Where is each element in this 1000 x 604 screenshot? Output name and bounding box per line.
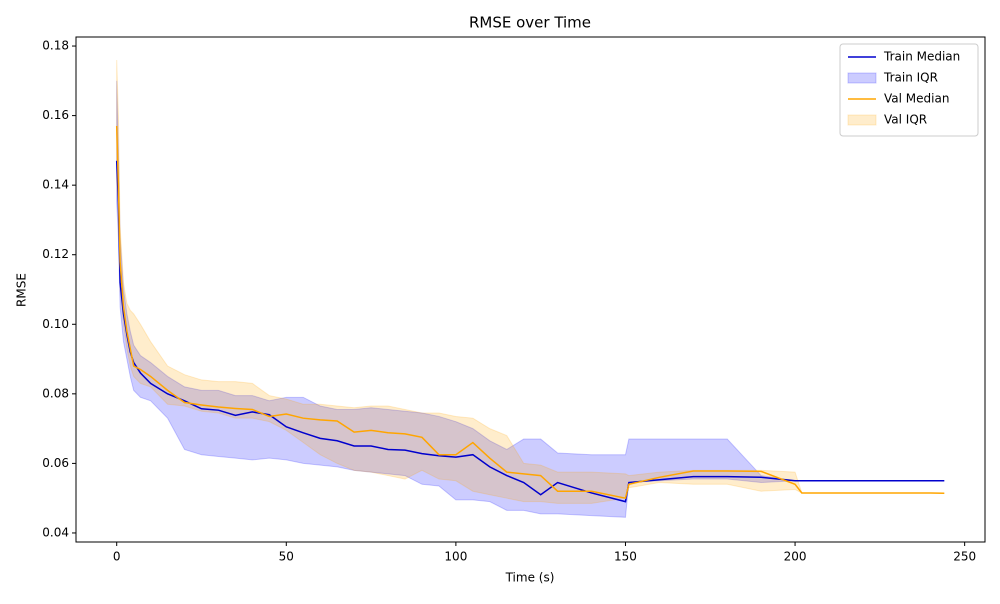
y-tick-label: 0.10 xyxy=(42,317,69,331)
legend-label: Val Median xyxy=(884,92,949,106)
x-tick-label: 0 xyxy=(113,550,121,564)
x-tick-label: 50 xyxy=(279,550,294,564)
x-tick-label: 200 xyxy=(784,550,807,564)
legend-swatch xyxy=(847,114,877,126)
y-tick-label: 0.14 xyxy=(42,178,69,192)
median-line xyxy=(115,126,945,500)
iqr-band xyxy=(116,80,945,518)
legend-label: Val IQR xyxy=(884,113,927,127)
x-tick-label: 250 xyxy=(953,550,976,564)
y-tick-label: 0.16 xyxy=(42,108,69,122)
legend-label: Train IQR xyxy=(883,71,938,85)
y-tick-label: 0.18 xyxy=(42,39,69,53)
plot-frame xyxy=(75,36,986,543)
legend-swatch xyxy=(847,72,877,84)
x-axis-label: Time (s) xyxy=(505,571,555,585)
x-tick-label: 150 xyxy=(614,550,637,564)
x-tick-label: 100 xyxy=(444,550,467,564)
y-axis-label: RMSE xyxy=(15,273,29,307)
chart-title: RMSE over Time xyxy=(469,14,591,32)
legend-box xyxy=(839,43,979,137)
y-tick-label: 0.04 xyxy=(42,525,69,539)
y-tick-label: 0.12 xyxy=(42,247,69,261)
y-tick-label: 0.08 xyxy=(42,386,69,400)
y-tick-label: 0.06 xyxy=(42,456,69,470)
legend-label: Train Median xyxy=(883,50,960,64)
median-line xyxy=(115,160,945,503)
